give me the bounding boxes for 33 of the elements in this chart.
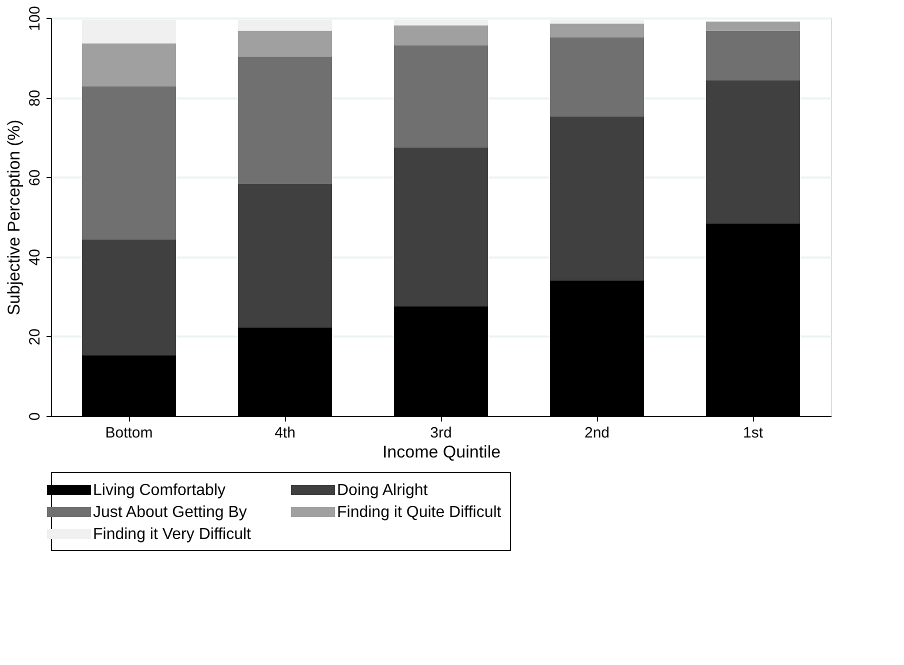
x-tick-label: 2nd	[584, 424, 610, 442]
y-axis-title: Subjective Perception (%)	[4, 120, 24, 316]
legend-label: Just About Getting By	[93, 504, 247, 521]
bar	[394, 26, 488, 46]
bar	[550, 24, 644, 38]
bar	[238, 184, 332, 328]
bar	[550, 116, 644, 280]
bar	[550, 38, 644, 116]
x-tick-label: Bottom	[105, 424, 153, 442]
y-tick-label: 80	[26, 90, 44, 106]
bar	[706, 80, 800, 224]
bar	[238, 56, 332, 184]
bar	[706, 22, 800, 31]
y-tick-label: 100	[26, 6, 44, 32]
bar	[394, 45, 488, 148]
y-tick-label: 40	[26, 248, 44, 266]
x-axis-title: Income Quintile	[382, 442, 501, 462]
bar	[82, 86, 176, 240]
y-tick-label: 60	[26, 169, 44, 186]
bar	[82, 43, 176, 86]
bar	[706, 30, 800, 80]
legend-label: Finding it Quite Difficult	[337, 504, 502, 521]
bar	[394, 147, 488, 306]
legend-label: Finding it Very Difficult	[93, 526, 252, 543]
x-tick-label: 4th	[274, 424, 296, 442]
bar	[82, 239, 176, 356]
bar	[238, 30, 332, 57]
legend-label: Living Comfortably	[93, 482, 226, 499]
y-tick-label: 0	[26, 412, 44, 421]
x-tick-label: 3rd	[430, 424, 452, 442]
y-tick-label: 20	[26, 328, 44, 346]
x-tick-label: 1st	[742, 424, 764, 442]
legend-label: Doing Alright	[337, 482, 428, 499]
